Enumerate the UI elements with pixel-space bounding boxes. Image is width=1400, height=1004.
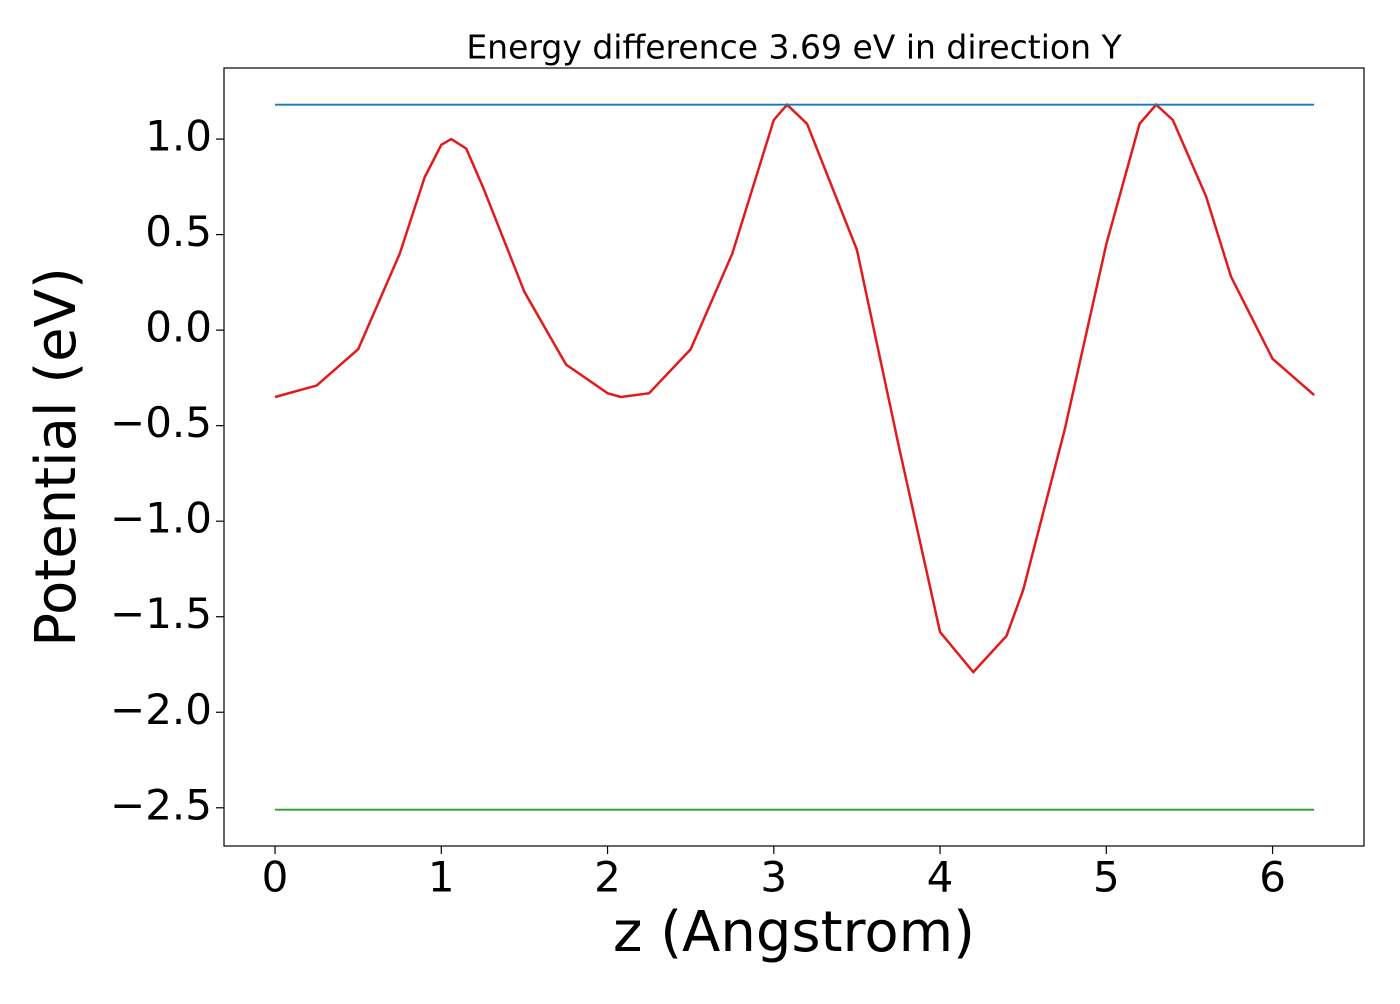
plot-frame [223,67,1365,847]
x-tick-label: 0 [262,853,289,902]
x-tick-label: 4 [927,853,954,902]
y-tick-label: 0.5 [145,207,212,256]
x-tick-label: 3 [760,853,787,902]
y-axis-label: Potential (eV) [24,267,89,647]
y-tick-label: −1.0 [110,494,212,543]
x-tick-label: 6 [1259,853,1286,902]
x-axis-label: z (Angstrom) [613,900,975,965]
y-tick-label: −2.0 [110,685,212,734]
x-tick-label: 1 [428,853,455,902]
y-tick-label: −0.5 [110,398,212,447]
x-tick-label: 5 [1093,853,1120,902]
chart-title: Energy difference 3.69 eV in direction Y [466,28,1122,67]
y-tick-label: 1.0 [145,112,212,161]
y-tick-label: −2.5 [110,780,212,829]
y-tick-label: 0.0 [145,303,212,352]
x-tick-label: 2 [594,853,621,902]
y-tick-label: −1.5 [110,589,212,638]
data-line [274,102,1315,675]
